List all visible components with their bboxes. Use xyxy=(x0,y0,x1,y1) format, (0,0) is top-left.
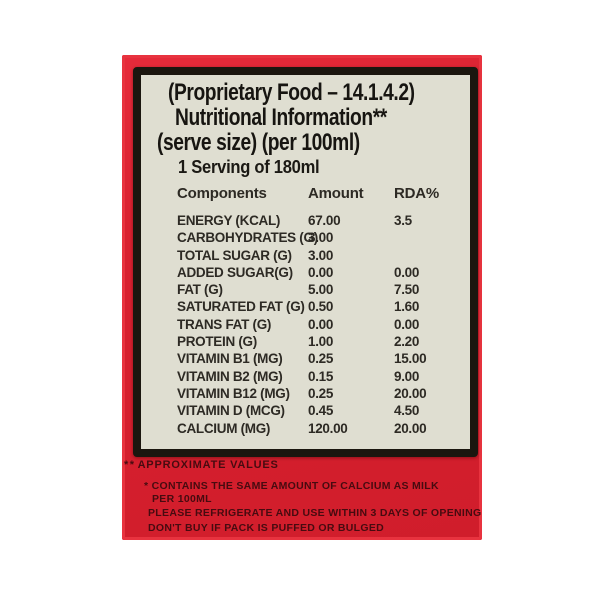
rda-value: 0.00 xyxy=(394,264,420,280)
label-title: (Proprietary Food – 14.1.4.2) Nutritiona… xyxy=(157,80,466,155)
footnote-text: APPROXIMATE VALUES xyxy=(137,459,279,471)
amount-value: 5.00 xyxy=(308,282,334,298)
package-panel: (Proprietary Food – 14.1.4.2) Nutritiona… xyxy=(122,55,482,540)
component-name: PROTEIN (G) xyxy=(177,334,257,350)
rda-value: 2.20 xyxy=(394,334,420,350)
table-row-calcium: CALCIUM (MG) 120.00 20.00 xyxy=(177,420,466,437)
header-components: Components xyxy=(177,185,267,202)
table-row-carbohydrates: CARBOHYDRATES (G) 3.00 xyxy=(177,229,466,246)
amount-value: 0.25 xyxy=(308,351,334,367)
footnote-dont-buy: DON'T BUY IF PACK IS PUFFED OR BULGED xyxy=(148,522,385,534)
footnote-approximate-values: ** APPROXIMATE VALUES xyxy=(124,459,279,471)
component-name: SATURATED FAT (G) xyxy=(177,299,305,315)
table-row-protein: PROTEIN (G) 1.00 2.20 xyxy=(177,333,466,350)
table-row-energy: ENERGY (KCAL) 67.00 3.5 xyxy=(177,212,466,229)
component-name: FAT (G) xyxy=(177,282,223,298)
amount-value: 120.00 xyxy=(308,420,348,436)
header-amount: Amount xyxy=(308,185,364,202)
header-rda: RDA% xyxy=(394,185,440,202)
component-name: ENERGY (KCAL) xyxy=(177,213,281,228)
component-name: VITAMIN D (MCG) xyxy=(177,403,285,419)
amount-value: 0.45 xyxy=(308,403,334,419)
amount-value: 3.00 xyxy=(308,247,334,263)
nutrition-label: (Proprietary Food – 14.1.4.2) Nutritiona… xyxy=(133,67,478,457)
rda-value: 20.00 xyxy=(394,385,427,401)
amount-value: 67.00 xyxy=(308,213,341,228)
title-line-nutritional-information: Nutritional Information** xyxy=(175,104,387,131)
amount-value: 0.25 xyxy=(308,385,334,401)
asterisk-marker: * xyxy=(144,480,150,492)
nutrition-table: Components Amount RDA% ENERGY (KCAL) 67.… xyxy=(177,186,466,437)
rda-value: 1.60 xyxy=(394,299,420,315)
component-name: CALCIUM (MG) xyxy=(177,420,271,436)
title-line-proprietary-food: (Proprietary Food – 14.1.4.2) xyxy=(168,79,415,106)
asterisk-marker: ** xyxy=(124,459,136,471)
rda-value xyxy=(394,247,466,264)
table-row-saturated-fat: SATURATED FAT (G) 0.50 1.60 xyxy=(177,298,466,315)
nutrition-label-content: (Proprietary Food – 14.1.4.2) Nutritiona… xyxy=(141,75,470,437)
amount-value: 1.00 xyxy=(308,334,334,350)
component-name: VITAMIN B2 (MG) xyxy=(177,368,283,384)
rda-value: 3.5 xyxy=(394,213,412,228)
amount-value: 0.00 xyxy=(308,264,334,280)
table-row-added-sugar: ADDED SUGAR(G) 0.00 0.00 xyxy=(177,264,466,281)
serving-size: 1 Serving of 180ml xyxy=(178,157,320,177)
rda-value: 15.00 xyxy=(394,351,427,367)
amount-value: 3.00 xyxy=(308,230,334,246)
component-name: VITAMIN B12 (MG) xyxy=(177,385,290,401)
amount-value: 0.00 xyxy=(308,316,334,332)
component-name: ADDED SUGAR(G) xyxy=(177,264,293,280)
table-row-fat: FAT (G) 5.00 7.50 xyxy=(177,281,466,298)
table-row-total-sugar: TOTAL SUGAR (G) 3.00 xyxy=(177,247,466,264)
rda-value: 4.50 xyxy=(394,403,420,419)
rda-value: 0.00 xyxy=(394,316,420,332)
component-name: TOTAL SUGAR (G) xyxy=(177,247,292,263)
amount-value: 0.50 xyxy=(308,299,334,315)
table-row-trans-fat: TRANS FAT (G) 0.00 0.00 xyxy=(177,316,466,333)
footnote-per-100ml: PER 100ML xyxy=(152,493,212,505)
rda-value xyxy=(394,229,466,246)
table-header: Components Amount RDA% xyxy=(177,186,466,202)
rda-value: 20.00 xyxy=(394,420,427,436)
component-name: TRANS FAT (G) xyxy=(177,316,272,332)
footnote-refrigerate: PLEASE REFRIGERATE AND USE WITHIN 3 DAYS… xyxy=(148,507,482,519)
title-line-serve-size: (serve size) (per 100ml) xyxy=(157,129,360,156)
table-row-vitamin-b1: VITAMIN B1 (MG) 0.25 15.00 xyxy=(177,350,466,367)
footnote-calcium-as-milk: * CONTAINS THE SAME AMOUNT OF CALCIUM AS … xyxy=(144,480,439,492)
table-row-vitamin-b12: VITAMIN B12 (MG) 0.25 20.00 xyxy=(177,385,466,402)
component-name: CARBOHYDRATES (G) xyxy=(177,230,318,246)
table-row-vitamin-d: VITAMIN D (MCG) 0.45 4.50 xyxy=(177,402,466,419)
footnote-text: CONTAINS THE SAME AMOUNT OF CALCIUM AS M… xyxy=(151,480,439,492)
rda-value: 7.50 xyxy=(394,282,420,298)
rda-value: 9.00 xyxy=(394,368,420,384)
amount-value: 0.15 xyxy=(308,368,334,384)
component-name: VITAMIN B1 (MG) xyxy=(177,351,283,367)
table-row-vitamin-b2: VITAMIN B2 (MG) 0.15 9.00 xyxy=(177,368,466,385)
